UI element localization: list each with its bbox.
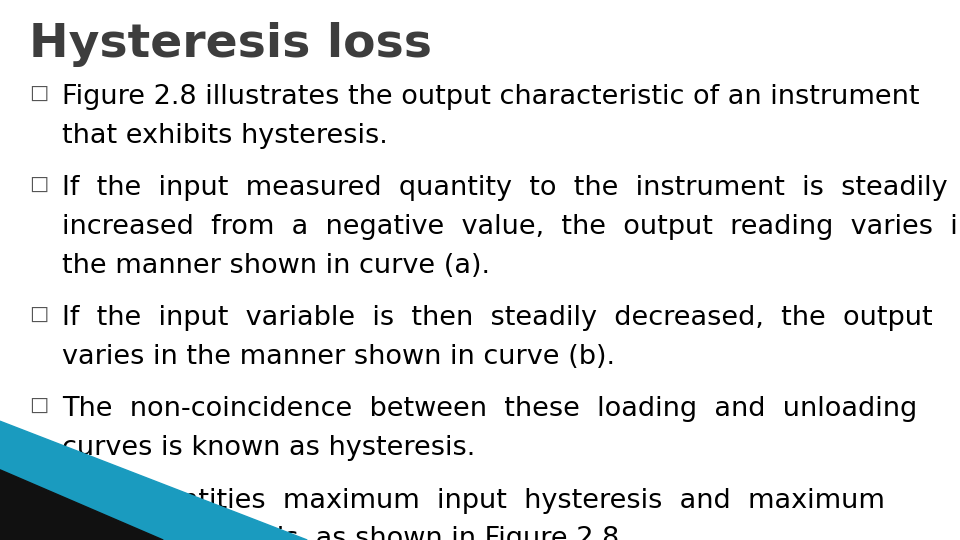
Text: □: □ [29,396,48,415]
Text: □: □ [29,488,48,507]
Text: curves is known as hysteresis.: curves is known as hysteresis. [62,435,475,461]
Text: increased  from  a  negative  value,  the  output  reading  varies  in: increased from a negative value, the out… [62,214,960,240]
Text: that exhibits hysteresis.: that exhibits hysteresis. [62,123,388,148]
Text: output hysteresis, as shown in Figure 2.8.: output hysteresis, as shown in Figure 2.… [62,526,628,540]
Polygon shape [0,470,163,540]
Text: □: □ [29,84,48,103]
Text: varies in the manner shown in curve (b).: varies in the manner shown in curve (b). [62,344,615,370]
Text: The  non-coincidence  between  these  loading  and  unloading: The non-coincidence between these loadin… [62,396,918,422]
Text: □: □ [29,305,48,324]
Text: □: □ [29,175,48,194]
Text: Two  quantities  maximum  input  hysteresis  and  maximum: Two quantities maximum input hysteresis … [62,488,885,514]
Text: Hysteresis loss: Hysteresis loss [29,22,432,66]
Polygon shape [0,421,307,540]
Text: the manner shown in curve (a).: the manner shown in curve (a). [62,253,491,279]
Text: Figure 2.8 illustrates the output characteristic of an instrument: Figure 2.8 illustrates the output charac… [62,84,920,110]
Text: If  the  input  variable  is  then  steadily  decreased,  the  output: If the input variable is then steadily d… [62,305,933,331]
Text: If  the  input  measured  quantity  to  the  instrument  is  steadily: If the input measured quantity to the in… [62,175,948,201]
